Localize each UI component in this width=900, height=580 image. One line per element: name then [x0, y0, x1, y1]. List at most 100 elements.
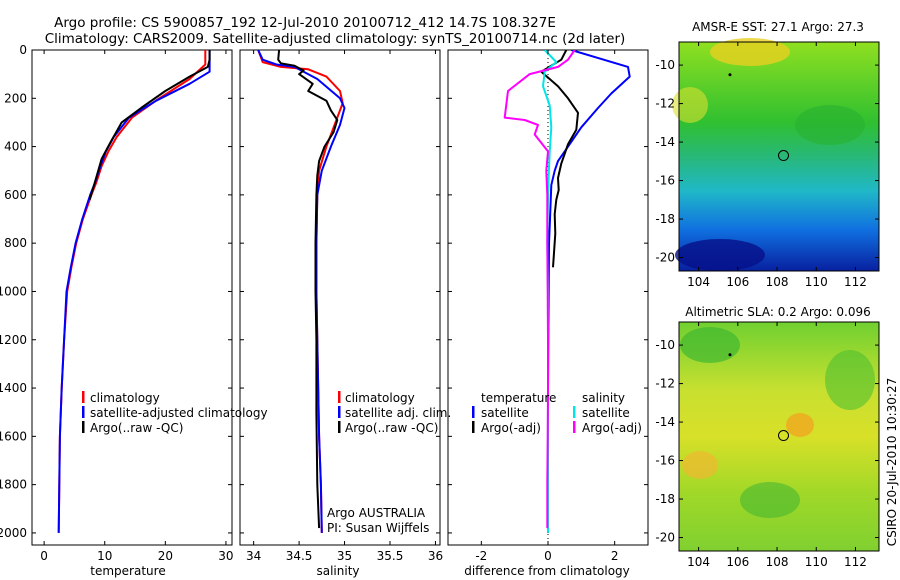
legend-swatch-temp-argo	[472, 421, 475, 433]
legend-swatch-satellite	[82, 406, 85, 418]
x-tick-label: 36	[428, 549, 443, 563]
map-x-tick-label: 104	[687, 555, 710, 569]
legend-heading-salinity: salinity	[582, 391, 625, 405]
x-tick-label: 34	[246, 549, 261, 563]
map-y-tick-label: -16	[655, 174, 675, 188]
legend-label: Argo(..raw -QC)	[345, 421, 438, 435]
difference-series	[503, 50, 631, 545]
y-tick-label: 2000	[0, 526, 27, 540]
legend-label: climatology	[90, 391, 160, 405]
sst-green-patch	[795, 105, 865, 145]
salinity-annotation-line1: Argo AUSTRALIA	[327, 506, 426, 520]
legend-swatch-sal-argo	[573, 421, 576, 433]
legend-swatch-sal-satellite	[573, 406, 576, 418]
map-y-tick-label: -16	[655, 454, 675, 468]
map-x-tick-label: 112	[844, 275, 867, 289]
y-tick-label: 1400	[0, 381, 27, 395]
sst-map-title: AMSR-E SST: 27.1 Argo: 27.3	[692, 20, 864, 34]
figure-title-line2: Climatology: CARS2009. Satellite-adjuste…	[45, 31, 626, 47]
salinity-axes	[239, 49, 441, 546]
x-tick-label: 34.5	[286, 549, 313, 563]
salinity-series	[257, 50, 346, 533]
map-x-tick-label: 104	[687, 275, 710, 289]
sst-map: 104 106 108 110 112 -10 -12 -14 -16 -18 -20	[655, 38, 880, 289]
y-tick-label: 1200	[0, 333, 27, 347]
legend-swatch-climatology	[338, 391, 341, 403]
figure-title-line1: Argo profile: CS 5900857_192 12-Jul-2010…	[54, 15, 556, 31]
temperature-x-axis: 0 10 20 30	[40, 50, 234, 563]
x-tick-label: 30	[218, 549, 233, 563]
legend-swatch-temp-satellite	[472, 406, 475, 418]
legend-label: satellite	[582, 406, 630, 420]
sst-cool-patch	[675, 239, 765, 271]
sla-green-patch	[680, 327, 740, 363]
x-tick-label: 35	[337, 549, 352, 563]
legend-swatch-argo	[338, 421, 341, 433]
sla-markers	[728, 353, 790, 442]
y-tick-label: 1000	[0, 284, 27, 298]
x-tick-label: 10	[97, 549, 112, 563]
legend-swatch-climatology	[82, 391, 85, 403]
series-line	[88, 50, 211, 200]
map-x-tick-label: 106	[726, 555, 749, 569]
y-tick-label: 400	[4, 140, 27, 154]
legend-label: satellite adj. clim.	[345, 406, 451, 420]
sla-green-patch	[825, 350, 875, 410]
sla-green-patch	[740, 482, 800, 518]
temperature-series	[57, 50, 211, 533]
map-x-tick-label: 106	[726, 275, 749, 289]
y-tick-label: 200	[4, 91, 27, 105]
map-x-tick-label: 112	[844, 555, 867, 569]
x-tick-label: 20	[158, 549, 173, 563]
y-tick-label: 1800	[0, 478, 27, 492]
y-tick-label: 0	[19, 43, 27, 57]
float-position-circle	[778, 430, 790, 442]
series-line	[257, 50, 346, 533]
sst-warm-patch	[710, 38, 790, 66]
legend-label: Argo(..raw -QC)	[90, 421, 183, 435]
map-y-tick-label: -14	[655, 135, 675, 149]
sla-axes: 104 106 108 110 112 -10 -12 -14 -16 -18 -20	[655, 322, 879, 569]
map-y-tick-label: -10	[655, 338, 675, 352]
float-position-circle	[778, 150, 790, 162]
sla-orange-patch	[786, 413, 814, 437]
map-y-tick-label: -18	[655, 212, 675, 226]
legend-heading-temperature: temperature	[481, 391, 556, 405]
temperature-legend: climatology satellite-adjusted climatolo…	[82, 391, 268, 435]
y-tick-label: 1600	[0, 429, 27, 443]
sst-axes: 104 106 108 110 112 -10 -12 -14 -16 -18 -20	[655, 42, 879, 289]
legend-label: satellite-adjusted climatology	[90, 406, 268, 420]
x-tick-label: 35.5	[377, 549, 404, 563]
map-y-tick-label: -20	[655, 251, 675, 265]
y-tick-label: 800	[4, 236, 27, 250]
map-x-tick-label: 108	[766, 275, 789, 289]
side-timestamp-label: CSIRO 20-Jul-2010 10:30:27	[885, 378, 899, 546]
map-y-tick-label: -18	[655, 492, 675, 506]
map-x-tick-label: 110	[805, 275, 828, 289]
legend-label: Argo(-adj)	[582, 421, 642, 435]
reference-dot	[728, 353, 732, 357]
map-y-tick-label: -10	[655, 58, 675, 72]
sst-map-frame	[678, 41, 880, 272]
temperature-xlabel: temperature	[90, 564, 165, 578]
map-y-tick-label: -20	[655, 531, 675, 545]
sla-map-title: Altimetric SLA: 0.2 Argo: 0.096	[685, 305, 870, 319]
salinity-legend: climatology satellite adj. clim. Argo(..…	[327, 391, 451, 535]
map-x-tick-label: 108	[766, 555, 789, 569]
x-tick-label: 0	[40, 549, 48, 563]
sla-map: 104 106 108 110 112 -10 -12 -14 -16 -18 -20	[655, 321, 880, 569]
sla-orange-patch	[682, 451, 718, 479]
map-y-tick-label: -12	[655, 377, 675, 391]
sla-map-frame	[678, 321, 880, 552]
depth-axis: 0 200 400 600 800 1000 1200 1400 1600 1800 2000	[0, 43, 648, 540]
difference-xlabel: difference from climatology	[464, 564, 630, 578]
x-tick-label: 2	[611, 549, 619, 563]
salinity-x-axis: 34 34.5 35 35.5 36	[246, 50, 443, 563]
legend-label: Argo(-adj)	[481, 421, 541, 435]
sst-warm-patch	[672, 87, 708, 123]
salinity-xlabel: salinity	[316, 564, 359, 578]
series-line	[540, 50, 579, 268]
map-y-tick-label: -12	[655, 97, 675, 111]
sst-markers	[728, 73, 790, 162]
